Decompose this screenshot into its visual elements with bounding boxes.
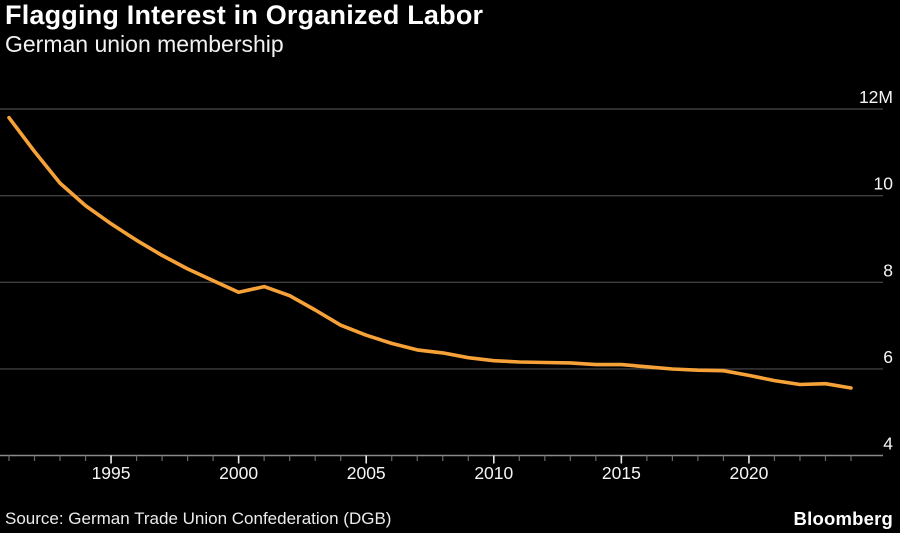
- y-axis-label: 10: [874, 174, 894, 194]
- x-axis-label: 2005: [347, 463, 386, 483]
- y-axis-label: 6: [883, 347, 893, 367]
- chart-subtitle: German union membership: [5, 31, 284, 57]
- source-note: Source: German Trade Union Confederation…: [5, 509, 392, 528]
- bloomberg-logo: Bloomberg: [793, 508, 893, 529]
- membership-series-line: [7, 115, 853, 390]
- y-axis-label: 12M: [859, 87, 893, 107]
- x-axis-label: 2015: [602, 463, 641, 483]
- chart-title: Flagging Interest in Organized Labor: [5, 0, 484, 30]
- x-axis-label: 1995: [92, 463, 131, 483]
- y-axis-label: 4: [883, 434, 893, 454]
- y-axis-label: 8: [883, 260, 893, 280]
- chart-footer: Source: German Trade Union Confederation…: [0, 506, 900, 533]
- chart-header: Flagging Interest in Organized Labor Ger…: [5, 0, 483, 57]
- x-axis-label: 2020: [729, 463, 768, 483]
- x-axis-label: 2000: [219, 463, 258, 483]
- x-axis-label: 2010: [474, 463, 513, 483]
